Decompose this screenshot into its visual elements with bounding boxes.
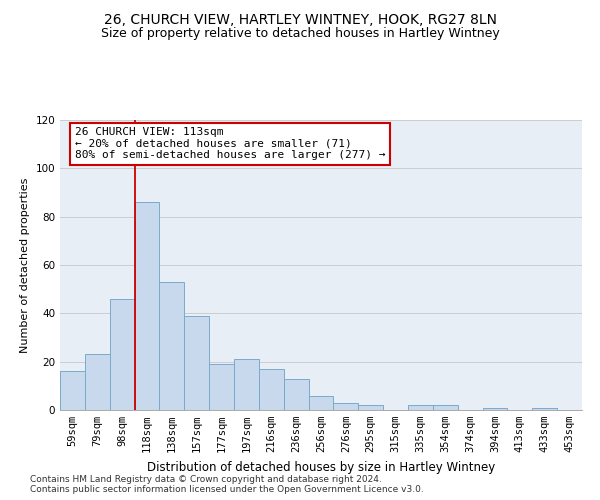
Bar: [60, 372, 85, 410]
Bar: [160, 282, 184, 410]
Text: 26, CHURCH VIEW, HARTLEY WINTNEY, HOOK, RG27 8LN: 26, CHURCH VIEW, HARTLEY WINTNEY, HOOK, …: [104, 12, 497, 26]
Bar: [284, 378, 308, 410]
Bar: [408, 405, 433, 410]
Bar: [184, 316, 209, 410]
Text: Contains HM Land Registry data © Crown copyright and database right 2024.: Contains HM Land Registry data © Crown c…: [30, 475, 382, 484]
Text: 26 CHURCH VIEW: 113sqm
← 20% of detached houses are smaller (71)
80% of semi-det: 26 CHURCH VIEW: 113sqm ← 20% of detached…: [75, 127, 385, 160]
Y-axis label: Number of detached properties: Number of detached properties: [20, 178, 30, 352]
Bar: [532, 408, 557, 410]
Bar: [110, 299, 134, 410]
Bar: [482, 408, 508, 410]
Bar: [308, 396, 334, 410]
Bar: [134, 202, 160, 410]
Bar: [209, 364, 234, 410]
Bar: [234, 359, 259, 410]
Bar: [358, 405, 383, 410]
Bar: [433, 405, 458, 410]
Bar: [259, 369, 284, 410]
Text: Contains public sector information licensed under the Open Government Licence v3: Contains public sector information licen…: [30, 485, 424, 494]
X-axis label: Distribution of detached houses by size in Hartley Wintney: Distribution of detached houses by size …: [147, 460, 495, 473]
Bar: [334, 403, 358, 410]
Bar: [85, 354, 110, 410]
Text: Size of property relative to detached houses in Hartley Wintney: Size of property relative to detached ho…: [101, 28, 499, 40]
